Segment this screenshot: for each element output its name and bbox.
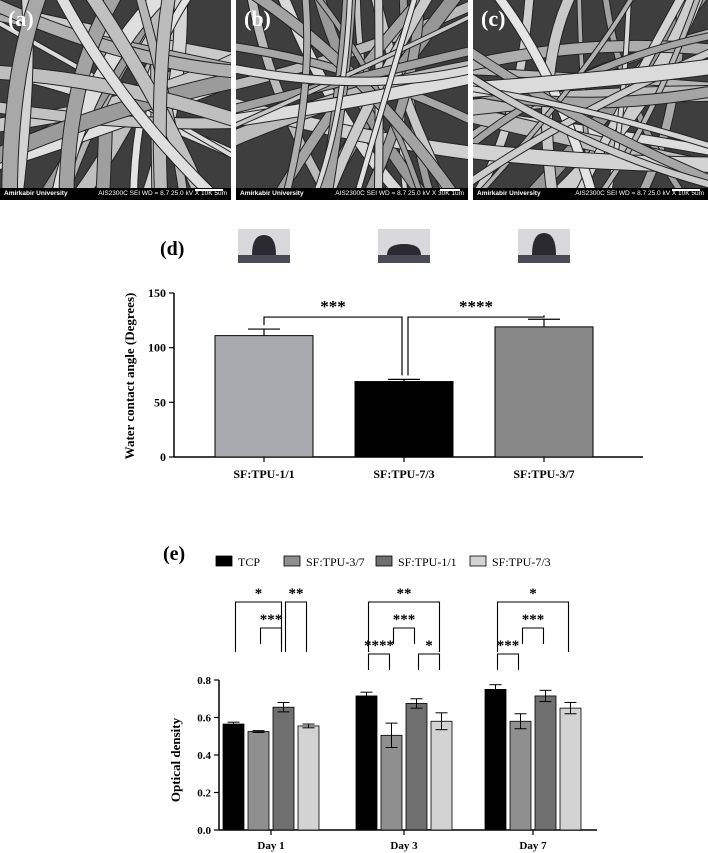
significance-brackets: * ************** ******** (234, 586, 570, 670)
sem-info: AIS2300C SEI WD = 8.7 25.0 kV X 30K 1um (335, 190, 464, 197)
sem-fiber-texture (0, 0, 231, 200)
chart-bars (222, 684, 582, 831)
significance-brackets: *** **** (263, 297, 545, 376)
y-axis-label: Optical density (168, 717, 183, 802)
significance-label: **** (364, 638, 394, 654)
x-tick-label: Day 7 (519, 840, 547, 852)
x-tick-label: SF:TPU-3/7 (513, 467, 574, 481)
panel-label-d: (d) (160, 238, 184, 260)
bar (494, 326, 594, 458)
significance-bracket (367, 653, 391, 670)
significance-label: *** (522, 612, 545, 628)
scale-bar (672, 189, 700, 191)
y-tick-label: 0.0 (197, 825, 211, 837)
bar (222, 723, 245, 831)
sem-footer-b: Amirkabir University AIS2300C SEI WD = 8… (236, 188, 468, 200)
y-tick-label: 0.6 (197, 713, 211, 725)
significance-bracket (263, 316, 403, 376)
significance-label: ** (397, 586, 412, 602)
bar (297, 725, 320, 831)
scale-bar (195, 189, 223, 191)
sem-footer-a: Amirkabir University AIS2300C SEI WD = 8… (0, 188, 231, 200)
significance-label: *** (393, 612, 416, 628)
significance-bracket (284, 601, 308, 652)
legend-label: SF:TPU-7/3 (492, 555, 551, 569)
sem-info: AIS2300C SEI WD = 8.7 25.0 kV X 10K 5um (575, 190, 704, 197)
y-tick-label: 0.8 (197, 675, 211, 687)
water-droplet-image (518, 229, 570, 263)
y-tick-label: 100 (148, 341, 166, 355)
water-droplet-image (378, 229, 430, 263)
bar (430, 720, 453, 831)
water-droplet-image (238, 229, 290, 263)
significance-bracket (259, 627, 283, 644)
significance-label: *** (320, 297, 346, 316)
sem-image-a: (a) Amirkabir University AIS2300C SEI WD… (0, 0, 231, 200)
x-tick-label: Day 3 (390, 840, 418, 852)
sem-fiber-texture (236, 0, 468, 200)
sem-institution: Amirkabir University (240, 190, 304, 197)
bar (354, 381, 454, 458)
significance-label: * (425, 638, 433, 654)
sem-institution: Amirkabir University (477, 190, 541, 197)
scale-bar (440, 189, 460, 191)
bar (509, 720, 532, 831)
panel-label-e: (e) (163, 543, 185, 565)
bar (247, 731, 270, 831)
x-tick-label: SF:TPU-1/1 (233, 467, 294, 481)
panel-label-b: (b) (244, 6, 271, 31)
significance-bracket (496, 601, 570, 652)
significance-label: **** (459, 297, 493, 316)
significance-bracket (521, 627, 545, 644)
y-tick-label: 0.4 (197, 750, 211, 762)
significance-bracket (392, 627, 416, 644)
sem-institution: Amirkabir University (4, 190, 68, 197)
sem-image-c: (c) Amirkabir University AIS2300C SEI WD… (473, 0, 708, 200)
bar (355, 695, 378, 831)
optical-density-chart: (e) TCP SF:TPU-3/7 SF:TPU-1/1 SF:TPU-7/3 0.… (163, 543, 597, 852)
y-tick-label: 50 (154, 395, 166, 409)
bar (534, 695, 557, 831)
chart-bars (214, 318, 594, 458)
significance-label: ** (289, 586, 304, 602)
significance-bracket (496, 653, 520, 670)
x-tick-label: Day 1 (257, 840, 284, 852)
legend-label: SF:TPU-3/7 (306, 555, 365, 569)
sem-info: AIS2300C SEI WD = 8.7 25.0 kV X 10K 5um (98, 190, 227, 197)
sem-fiber-texture (473, 0, 708, 200)
bar (214, 335, 314, 458)
panel-label-a: (a) (8, 6, 34, 31)
y-tick-label: 0.2 (197, 788, 211, 800)
significance-bracket (407, 315, 545, 376)
panel-label-c: (c) (481, 6, 506, 31)
bar (484, 688, 507, 831)
significance-label: * (529, 586, 537, 602)
x-tick-label: SF:TPU-7/3 (373, 467, 434, 481)
legend-swatch (469, 555, 487, 567)
y-tick-label: 0 (160, 450, 166, 464)
legend-label: SF:TPU-1/1 (398, 555, 457, 569)
bar (559, 707, 582, 831)
legend-label: TCP (238, 555, 260, 569)
significance-label: * (255, 586, 263, 602)
sem-image-b: (b) Amirkabir University AIS2300C SEI WD… (236, 0, 468, 200)
bar (405, 703, 428, 831)
significance-bracket (234, 601, 283, 652)
legend-swatch (375, 555, 393, 567)
droplet-images (238, 229, 570, 263)
contact-angle-chart: (d) 0 50 100 150 SF:TPU-1/1 SF:TPU-7/3 SF:TPU-… (122, 229, 643, 481)
chart-legend: TCP SF:TPU-3/7 SF:TPU-1/1 SF:TPU-7/3 (215, 555, 551, 569)
sem-footer-c: Amirkabir University AIS2300C SEI WD = 8… (473, 188, 708, 200)
significance-bracket (417, 653, 441, 670)
y-tick-label: 150 (148, 286, 166, 300)
significance-label: *** (497, 638, 520, 654)
bar (272, 706, 295, 831)
y-axis-label: Water contact angle (Degrees) (122, 293, 137, 460)
bar (380, 734, 403, 831)
legend-swatch (215, 555, 233, 567)
legend-swatch (283, 555, 301, 567)
significance-bracket (367, 601, 441, 652)
significance-label: *** (260, 612, 283, 628)
